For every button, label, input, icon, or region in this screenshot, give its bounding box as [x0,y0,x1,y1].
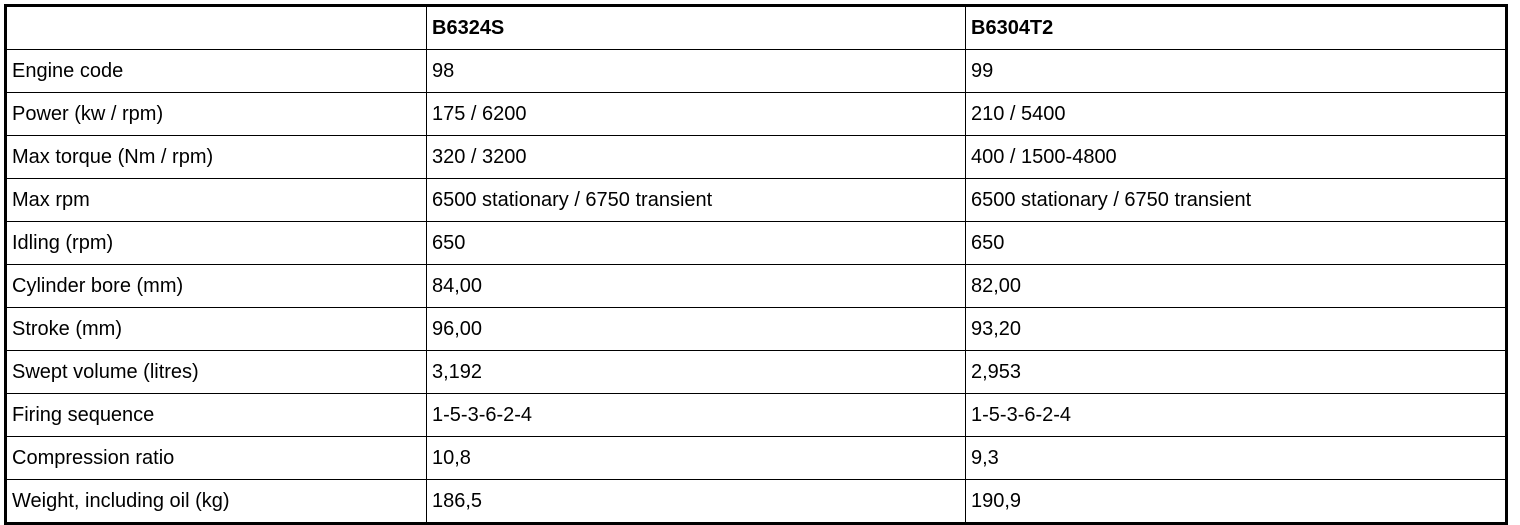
table-cell: 93,20 [965,307,1507,351]
table-row: Max torque (Nm / rpm) 320 / 3200 400 / 150… [5,135,1507,179]
table-cell: 210 / 5400 [965,92,1507,136]
table-cell: 82,00 [965,264,1507,308]
table-row: Idling (rpm) 650 650 [5,221,1507,265]
header-cell-b6304t2: B6304T2 [965,5,1507,50]
table-cell: 650 [965,221,1507,265]
row-label: Compression ratio [5,436,427,480]
table-row: Engine code 98 99 [5,49,1507,93]
table-cell: 650 [426,221,966,265]
header-cell-b6324s: B6324S [426,5,966,50]
header-row: B6324S B6304T2 [5,5,1507,50]
row-label: Engine code [5,49,427,93]
row-label: Stroke (mm) [5,307,427,351]
table-row: Power (kw / rpm) 175 / 6200 210 / 5400 [5,92,1507,136]
row-label: Max torque (Nm / rpm) [5,135,427,179]
table-cell: 84,00 [426,264,966,308]
engine-spec-table: B6324S B6304T2 Engine code 98 99 Power (kw … [4,4,1508,525]
table-cell: 400 / 1500-4800 [965,135,1507,179]
table-cell: 99 [965,49,1507,93]
table-row: Cylinder bore (mm) 84,00 82,00 [5,264,1507,308]
table-cell: 6500 stationary / 6750 transient [426,178,966,222]
table-row: Weight, including oil (kg) 186,5 190,9 [5,479,1507,524]
row-label: Swept volume (litres) [5,350,427,394]
table-cell: 1-5-3-6-2-4 [426,393,966,437]
table-cell: 9,3 [965,436,1507,480]
table-row: Stroke (mm) 96,00 93,20 [5,307,1507,351]
table-cell: 10,8 [426,436,966,480]
table-cell: 175 / 6200 [426,92,966,136]
table-cell: 2,953 [965,350,1507,394]
row-label: Cylinder bore (mm) [5,264,427,308]
table-cell: 98 [426,49,966,93]
table-row: Firing sequence 1-5-3-6-2-4 1-5-3-6-2-4 [5,393,1507,437]
row-label: Power (kw / rpm) [5,92,427,136]
row-label: Firing sequence [5,393,427,437]
row-label: Max rpm [5,178,427,222]
table-cell: 96,00 [426,307,966,351]
table-cell: 6500 stationary / 6750 transient [965,178,1507,222]
table-cell: 320 / 3200 [426,135,966,179]
table-row: Swept volume (litres) 3,192 2,953 [5,350,1507,394]
table-cell: 190,9 [965,479,1507,524]
table-row: Compression ratio 10,8 9,3 [5,436,1507,480]
table-cell: 1-5-3-6-2-4 [965,393,1507,437]
table-cell: 3,192 [426,350,966,394]
table-cell: 186,5 [426,479,966,524]
row-label: Idling (rpm) [5,221,427,265]
table-row: Max rpm 6500 stationary / 6750 transient 6… [5,178,1507,222]
header-cell-blank [5,5,427,50]
row-label: Weight, including oil (kg) [5,479,427,524]
